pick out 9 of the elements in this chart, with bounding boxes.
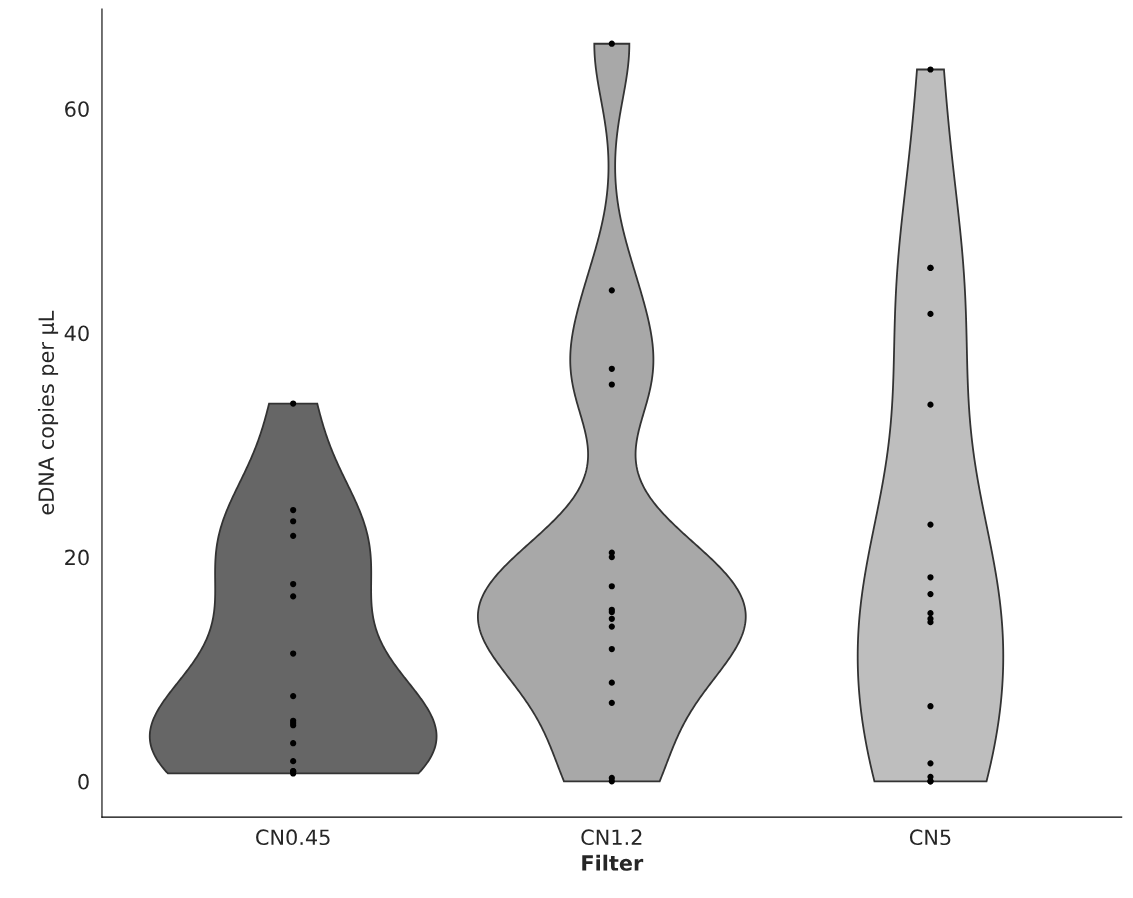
- y-tick-label: 40: [64, 325, 89, 342]
- x-tick-label: CN0.45: [256, 829, 330, 846]
- y-tick-label: 0: [78, 773, 89, 790]
- x-axis-title: Filter: [582, 854, 644, 871]
- y-axis-title: eDNA copies per μL: [37, 310, 59, 515]
- x-tick-label: CN1.2: [581, 829, 642, 846]
- x-tick-label: CN5: [909, 829, 951, 846]
- y-tick-label: 60: [65, 101, 89, 117]
- y-tick-label: 20: [65, 549, 89, 566]
